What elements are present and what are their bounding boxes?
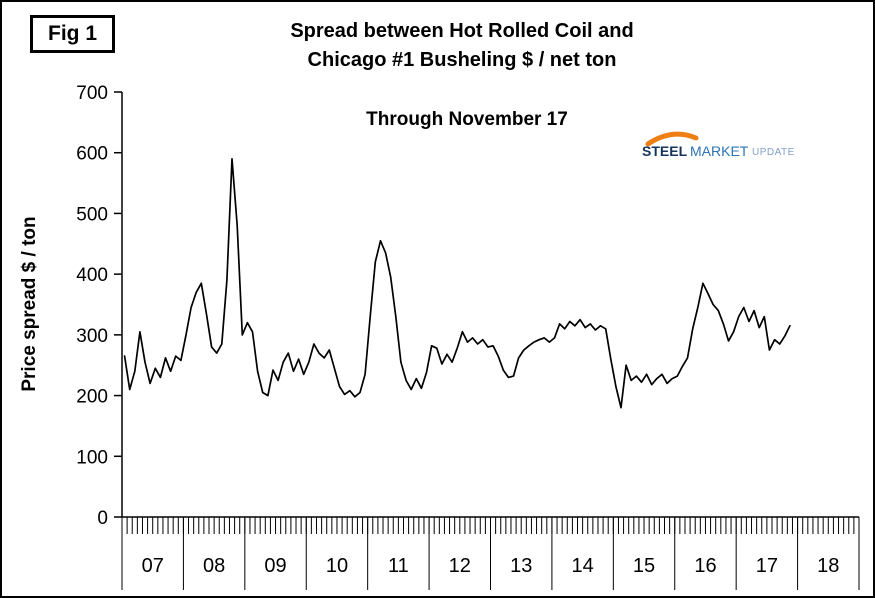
- y-axis-tick-label: 600: [76, 144, 108, 165]
- x-axis-year-label: 18: [817, 555, 839, 577]
- x-axis-year-label: 14: [572, 555, 594, 577]
- x-axis-year-label: 15: [633, 555, 655, 577]
- steel-market-update-logo: STEEL MARKET UPDATE: [638, 126, 798, 171]
- x-axis-year-label: 17: [756, 555, 778, 577]
- y-axis-tick-label: 200: [76, 387, 108, 408]
- logo-word-update: UPDATE: [752, 147, 795, 158]
- y-axis-tick-label: 0: [97, 508, 108, 529]
- through-annotation: Through November 17: [366, 109, 568, 130]
- y-axis-tick-label: 500: [76, 204, 108, 225]
- figure-label-box: Fig 1: [30, 15, 116, 53]
- x-axis-year-label: 11: [388, 555, 409, 577]
- x-axis-year-label: 10: [326, 555, 348, 577]
- spread-series-line: [123, 157, 791, 409]
- y-axis-tick-label: 100: [76, 447, 108, 468]
- logo-swoosh-icon: [645, 131, 699, 147]
- y-axis-tick-label: 700: [76, 83, 108, 104]
- x-axis-year-label: 12: [449, 555, 471, 577]
- y-axis-tick-label: 400: [76, 265, 108, 286]
- x-axis-year-label: 09: [264, 555, 286, 577]
- y-axis-tick-label: 300: [76, 326, 108, 347]
- chart-title-line1: Spread between Hot Rolled Coil and: [290, 20, 634, 42]
- x-axis-year-label: 08: [203, 555, 225, 577]
- logo-canvas: STEEL MARKET UPDATE: [642, 131, 795, 159]
- x-axis-year-label: 16: [694, 555, 716, 577]
- chart-title-line2: Chicago #1 Busheling $ / net ton: [307, 49, 617, 71]
- x-axis-year-label: 13: [510, 555, 532, 577]
- chart-title: Spread between Hot Rolled Coil and Chica…: [152, 17, 772, 75]
- logo-word-market: MARKET: [690, 143, 749, 159]
- figure-label: Fig 1: [48, 22, 98, 45]
- logo-word-steel: STEEL: [642, 143, 688, 159]
- x-axis-year-label: 07: [142, 555, 164, 577]
